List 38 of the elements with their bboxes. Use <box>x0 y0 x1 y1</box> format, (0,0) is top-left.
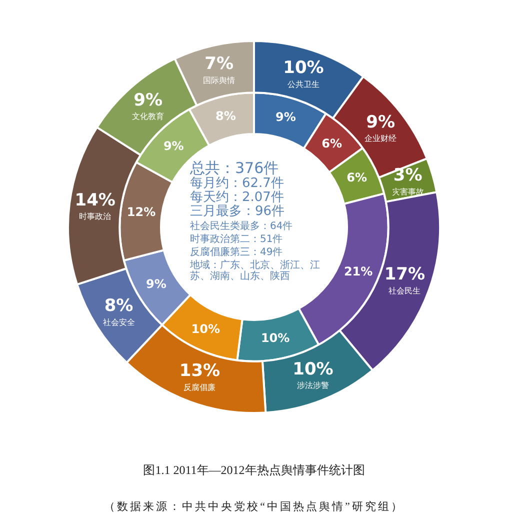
text: （数据来源：中共中央党校“中国热点舆情”研究组） <box>103 500 405 514</box>
slice-label: 文化教育 <box>132 112 164 121</box>
data-label: 13% <box>179 361 220 382</box>
slice-label: 时事政治 <box>79 212 112 222</box>
text: 时事政治第二：51件 <box>190 234 284 246</box>
text: 图1.1 2011年—2012年热点舆情事件统计图 <box>142 462 366 479</box>
data-label: 12% <box>126 204 156 219</box>
text: 每天约：2.07件 <box>190 190 285 205</box>
text: 反腐倡廉第三：49件 <box>190 247 284 258</box>
slice-label: 涉法涉警 <box>296 380 329 390</box>
data-label: 8% <box>216 109 236 124</box>
data-label: 21% <box>344 264 373 278</box>
slice-label: 社会安全 <box>102 318 135 327</box>
text: 社会民生类最多：64件 <box>190 221 294 232</box>
data-label: 17% <box>384 264 426 285</box>
data-label: 9% <box>163 138 184 153</box>
text: 地域：广东、北京、浙江、江苏、湖南、山东、陕西 <box>190 260 321 282</box>
text: 每月约：62.7件 <box>190 176 285 190</box>
data-label: 8% <box>104 296 134 316</box>
slice-label: 国际舆情 <box>203 76 236 85</box>
data-label: 6% <box>322 136 342 150</box>
data-label: 9% <box>366 112 395 132</box>
data-label: 10% <box>260 330 290 345</box>
data-label: 6% <box>346 170 368 185</box>
data-label: 10% <box>292 359 334 380</box>
slice-label: 公共卫生 <box>287 80 320 89</box>
data-label: 7% <box>204 54 234 74</box>
text: 三月最多：96件 <box>190 204 286 220</box>
data-label: 9% <box>276 110 296 124</box>
data-label: 9% <box>134 90 163 110</box>
text: 总共：376件 <box>190 159 279 177</box>
data-label: 9% <box>146 276 166 291</box>
slice-label: 企业财经 <box>364 134 397 143</box>
data-label: 10% <box>191 322 220 336</box>
slice-label: 反腐倡廉 <box>184 382 216 392</box>
slice-label: 社会民生 <box>388 286 421 296</box>
data-label: 14% <box>74 190 116 210</box>
data-label: 10% <box>283 58 324 78</box>
